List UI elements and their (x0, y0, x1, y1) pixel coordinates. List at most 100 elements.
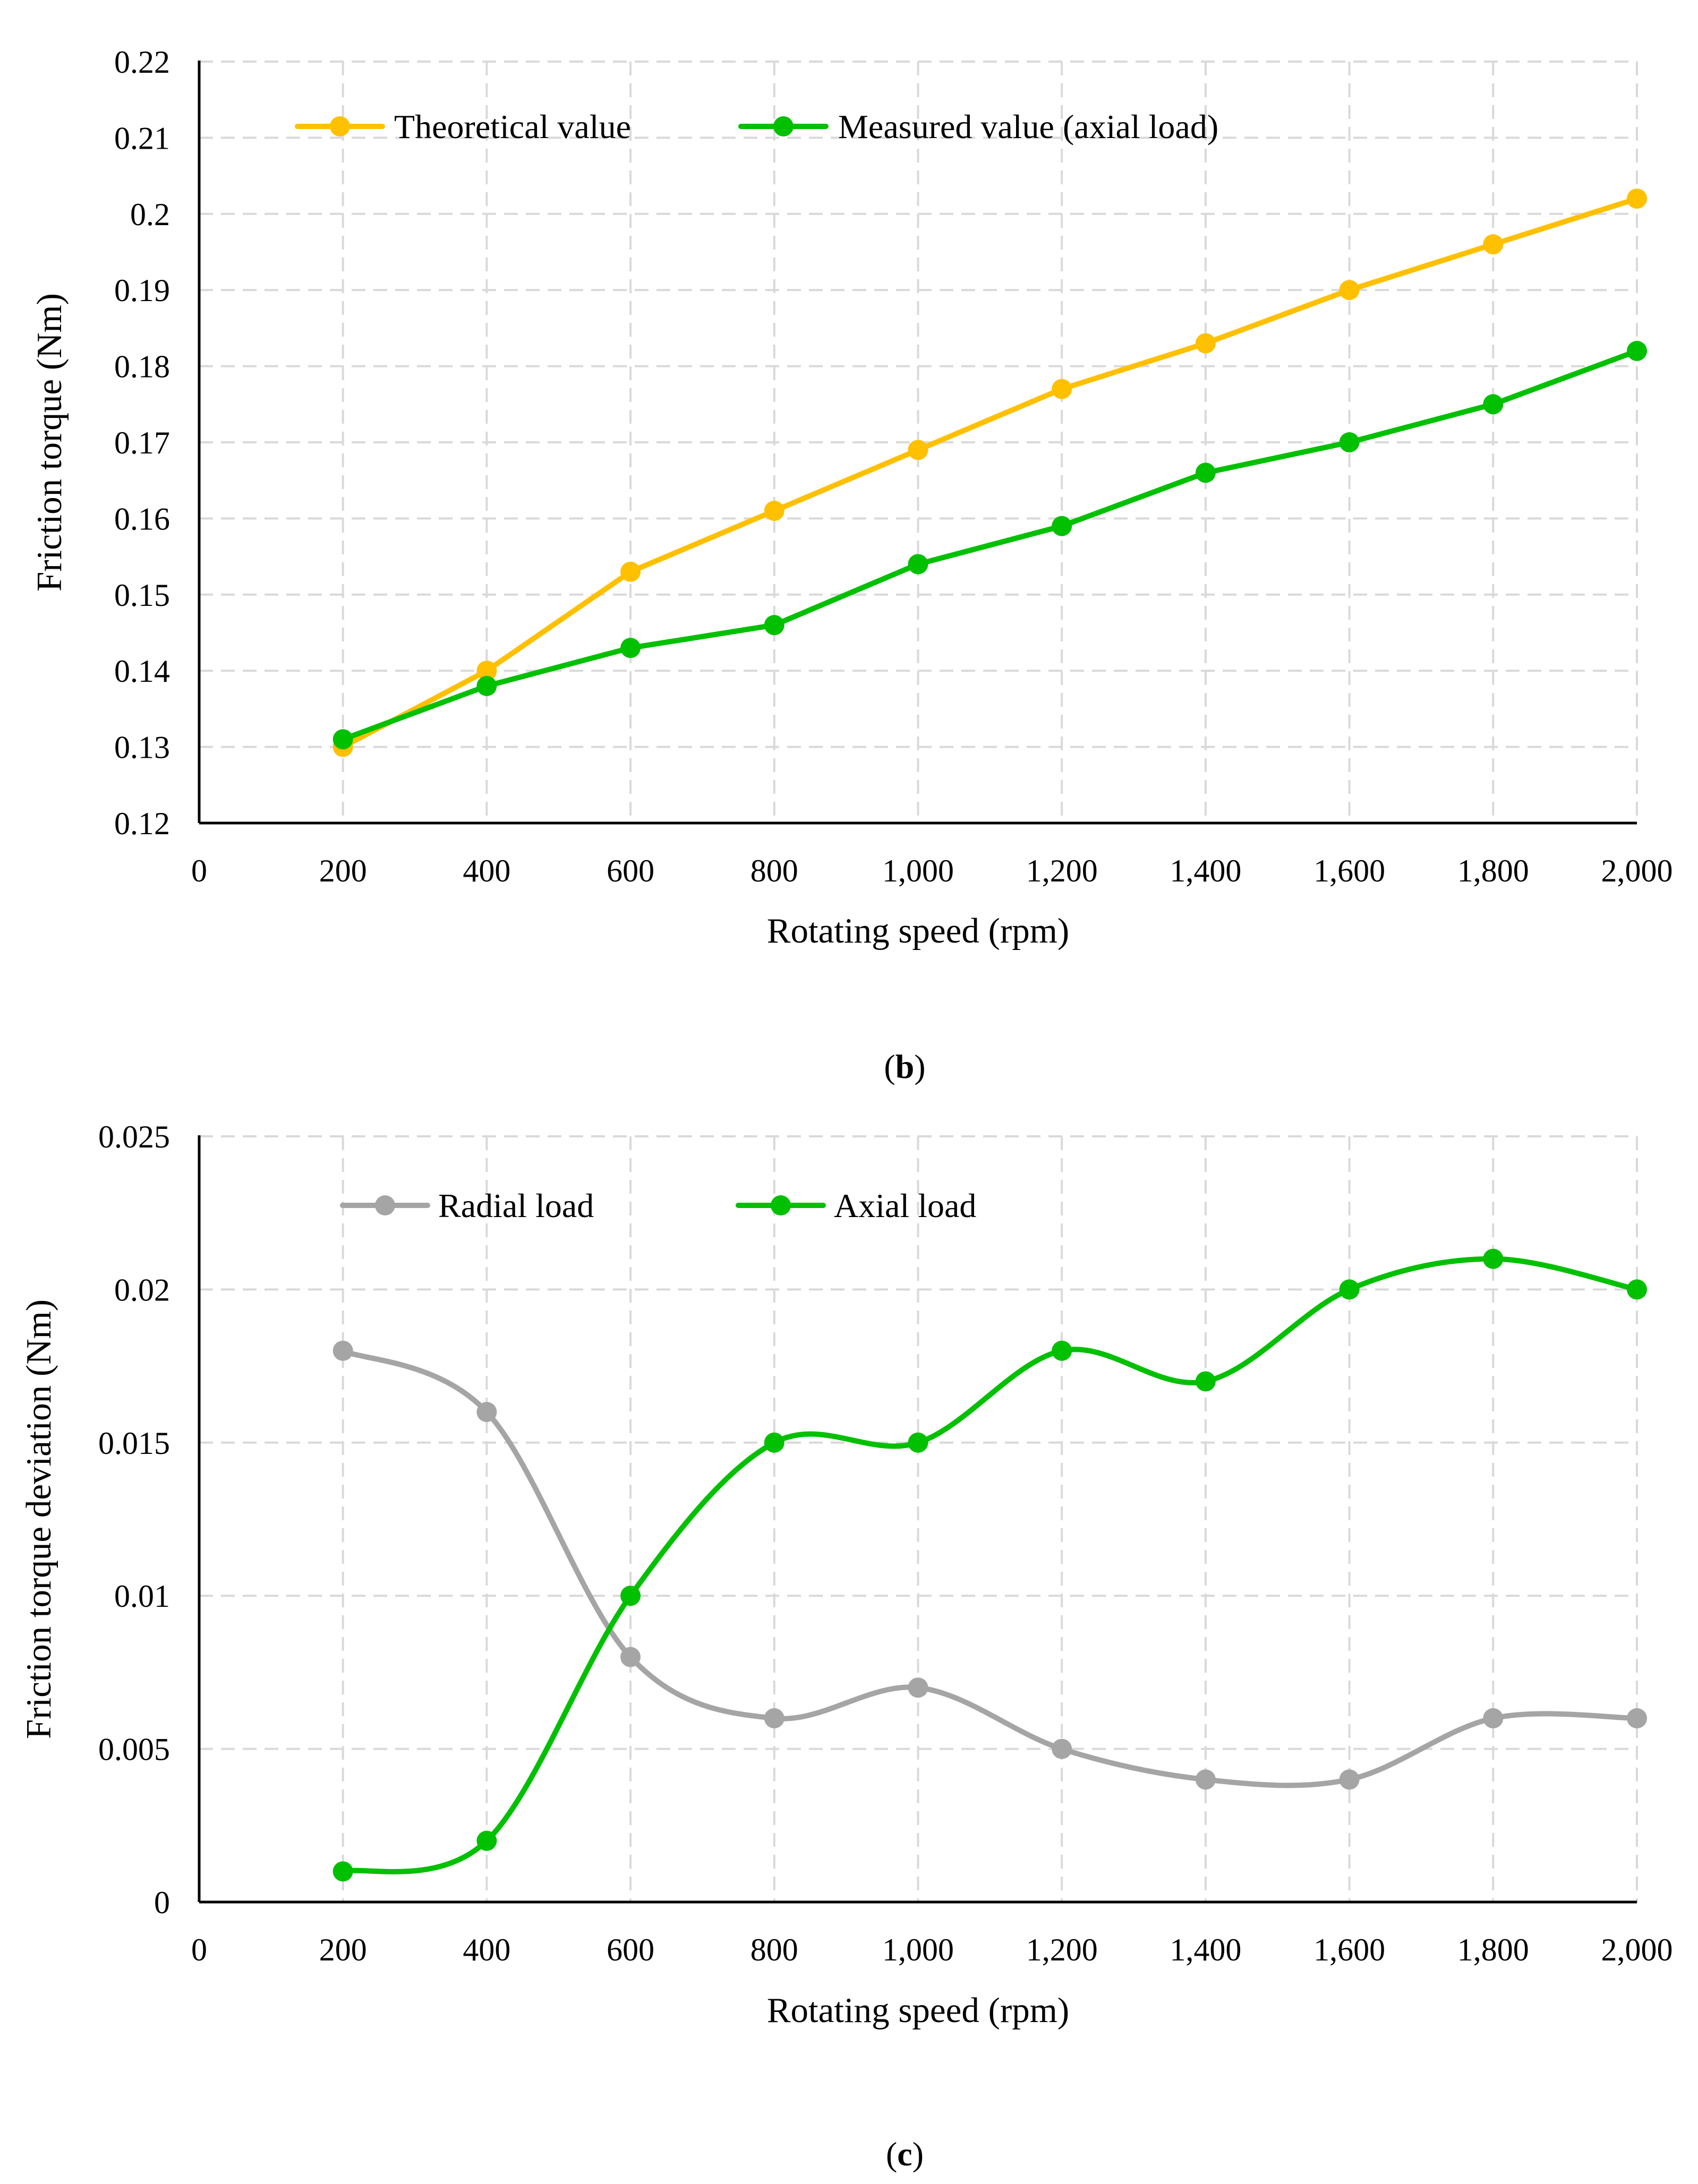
x-tick-label: 200 (319, 853, 367, 888)
data-point (1052, 379, 1072, 399)
x-axis-title: Rotating speed (rpm) (767, 1991, 1069, 2030)
caption-letter: b (895, 1048, 915, 1085)
caption-letter: c (897, 2135, 912, 2173)
data-point (1195, 463, 1216, 483)
x-tick-label: 0 (191, 1932, 207, 1967)
data-point (1195, 333, 1216, 354)
y-tick-label: 0.02 (114, 1272, 170, 1307)
legend-swatch-marker (771, 1195, 791, 1215)
series-line (340, 1348, 1640, 1788)
y-tick-label: 0 (154, 1885, 170, 1920)
data-point (1483, 234, 1504, 255)
legend-label: Axial load (834, 1187, 976, 1224)
x-tick-label: 2,000 (1601, 1932, 1673, 1967)
legend-swatch-marker (330, 116, 350, 136)
panel-caption: (b) (884, 1048, 925, 1085)
data-point (908, 1677, 928, 1698)
data-point (908, 554, 928, 575)
x-tick-label: 600 (607, 853, 654, 888)
series-line (340, 196, 1640, 750)
y-tick-label: 0.21 (114, 121, 170, 156)
x-tick-label: 1,400 (1170, 853, 1241, 888)
data-point (476, 1402, 497, 1423)
x-tick-label: 400 (463, 1932, 510, 1967)
x-tick-label: 600 (607, 1932, 654, 1967)
y-tick-label: 0.18 (114, 349, 170, 384)
data-point (1483, 1248, 1504, 1269)
y-tick-label: 0.19 (114, 273, 170, 308)
legend-label: Theoretical value (394, 108, 631, 145)
caption-close-paren: ) (914, 1048, 925, 1085)
y-tick-label: 0.015 (98, 1426, 170, 1461)
y-tick-label: 0.025 (98, 1119, 170, 1154)
x-tick-label: 1,600 (1313, 1932, 1385, 1967)
data-point (1339, 1769, 1360, 1790)
x-tick-label: 800 (750, 1932, 798, 1967)
legend-swatch-marker (375, 1195, 395, 1215)
data-point (620, 638, 641, 658)
legend-swatch-marker (773, 116, 793, 136)
caption-close-paren: ) (912, 2135, 924, 2173)
y-tick-label: 0.12 (114, 806, 170, 841)
data-point (1627, 189, 1647, 209)
x-tick-label: 1,000 (882, 853, 954, 888)
data-point (908, 440, 928, 460)
x-tick-label: 1,200 (1026, 853, 1098, 888)
y-tick-label: 0.01 (114, 1579, 170, 1614)
data-point (476, 675, 497, 696)
y-tick-label: 0.16 (114, 501, 170, 536)
data-point (1339, 280, 1360, 301)
legend-label: Measured value (axial load) (838, 108, 1218, 145)
x-tick-label: 0 (191, 853, 207, 888)
y-tick-label: 0.13 (114, 730, 170, 765)
data-point (1052, 516, 1072, 536)
data-point (1052, 1340, 1072, 1361)
data-point (1627, 1279, 1647, 1300)
data-point (1052, 1738, 1072, 1759)
x-tick-label: 1,200 (1026, 1932, 1098, 1967)
data-point (764, 615, 784, 636)
x-tick-label: 1,400 (1170, 1932, 1241, 1967)
data-point (1627, 340, 1647, 361)
caption-open-paren: ( (886, 2135, 897, 2173)
x-tick-label: 800 (750, 853, 798, 888)
x-tick-label: 1,800 (1457, 853, 1529, 888)
x-axis-title: Rotating speed (rpm) (767, 911, 1069, 950)
legend-label: Radial load (438, 1187, 594, 1224)
y-tick-label: 0.005 (98, 1732, 170, 1767)
y-tick-label: 0.2 (130, 197, 170, 232)
y-axis-title: Friction torque (Nm) (30, 293, 69, 592)
x-tick-label: 1,000 (882, 1932, 954, 1967)
data-point (1195, 1371, 1216, 1392)
data-point (1483, 394, 1504, 415)
y-tick-label: 0.17 (114, 425, 170, 460)
y-tick-label: 0.15 (114, 578, 170, 613)
data-point (1339, 1279, 1360, 1300)
chart-b: 0.12 0.13 0.14 0.15 0.16 0.17 0.18 0.19 0.2 0.21 0… (30, 45, 1673, 1085)
x-tick-label: 2,000 (1601, 853, 1673, 888)
data-point (332, 1340, 353, 1361)
y-tick-label: 0.14 (114, 654, 170, 689)
y-axis-title: Friction torque deviation (Nm) (19, 1299, 58, 1739)
data-point (764, 1432, 784, 1453)
data-point (332, 729, 353, 750)
y-tick-label: 0.22 (114, 45, 170, 80)
data-point (476, 661, 497, 681)
series-line (340, 1256, 1640, 1874)
series-line (340, 348, 1640, 742)
caption-open-paren: ( (884, 1048, 895, 1085)
x-tick-label: 400 (463, 853, 510, 888)
data-point (908, 1432, 928, 1453)
data-point (764, 1708, 784, 1728)
data-point (1195, 1769, 1216, 1790)
x-tick-label: 1,600 (1313, 853, 1385, 888)
data-point (1627, 1708, 1647, 1728)
panel-caption: (c) (886, 2135, 924, 2173)
data-point (620, 561, 641, 582)
data-point (620, 1586, 641, 1606)
data-point (1339, 432, 1360, 452)
data-point (764, 501, 784, 521)
x-tick-label: 200 (319, 1932, 367, 1967)
data-point (620, 1647, 641, 1667)
